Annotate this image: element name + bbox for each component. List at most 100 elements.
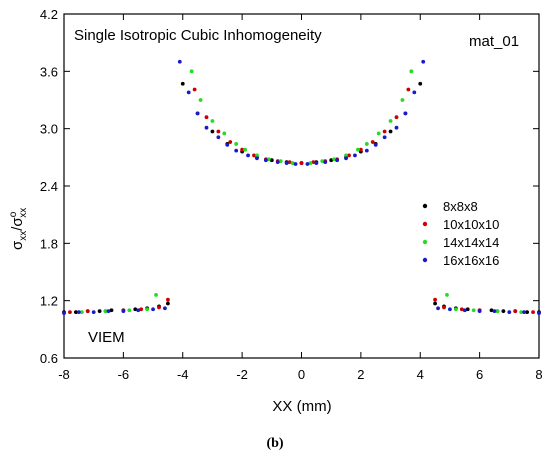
data-point (335, 158, 340, 163)
data-point (314, 161, 319, 165)
data-point (406, 87, 411, 92)
data-point (358, 147, 363, 152)
data-point (266, 157, 271, 162)
data-point (198, 98, 203, 102)
data-point (364, 148, 369, 153)
data-point (320, 159, 325, 164)
data-point (519, 310, 524, 315)
legend-marker (422, 203, 428, 209)
data-point (418, 81, 423, 86)
legend-marker (422, 257, 428, 263)
method-label: VIEM (88, 329, 125, 346)
legend-label: 10x10x10 (443, 217, 499, 232)
data-point (278, 159, 283, 164)
data-point (204, 115, 209, 120)
data-point (225, 143, 230, 147)
data-point (290, 161, 295, 165)
data-point (109, 308, 114, 313)
data-points (62, 59, 541, 315)
data-point (228, 140, 233, 144)
data-point (79, 310, 84, 315)
data-point (465, 307, 470, 312)
x-tick-label: 2 (357, 367, 364, 382)
data-point (136, 308, 141, 313)
legend: 8x8x8 10x10x10 14x14x14 16x16x16 (422, 199, 499, 268)
legend-label: 8x8x8 (443, 199, 478, 214)
data-point (222, 131, 227, 136)
data-point (269, 158, 274, 163)
data-point (210, 119, 215, 123)
y-tick-label: 4.2 (40, 7, 58, 22)
y-axis-title-sub2: xx (18, 208, 29, 218)
data-point (166, 301, 170, 306)
plot-frame (63, 13, 540, 359)
data-point (68, 310, 72, 315)
data-point (373, 143, 378, 147)
data-point (344, 156, 348, 161)
data-point (453, 307, 458, 312)
y-tick-label: 1.2 (40, 294, 58, 309)
data-point (388, 129, 393, 134)
data-point (308, 161, 313, 165)
y-axis-title: σxx/σoxx (8, 208, 29, 250)
series-14x14x14 (79, 69, 524, 315)
data-point (412, 90, 417, 95)
data-point (121, 309, 126, 314)
data-point (62, 311, 66, 315)
x-tick-label: -4 (177, 367, 189, 382)
data-point (329, 158, 334, 163)
x-tick-label: 4 (417, 367, 424, 382)
data-point (243, 147, 247, 152)
data-point (106, 309, 111, 314)
y-axis-title-slash: /σ (9, 217, 26, 231)
data-point (177, 59, 182, 64)
data-point (332, 157, 337, 162)
data-point (216, 129, 221, 134)
data-point (299, 161, 304, 165)
data-point (370, 140, 375, 144)
data-point (394, 125, 399, 130)
data-point (275, 160, 280, 165)
y-tick-label: 0.6 (40, 351, 58, 366)
data-point (139, 307, 144, 312)
axis-ticks: -8 -6 -4 -2 0 2 4 6 8 0.6 1.2 1.8 2.4 3.0 3.6 4.2 (40, 7, 543, 382)
data-point (186, 90, 191, 95)
data-point (287, 160, 292, 165)
material-label: mat_01 (469, 33, 519, 50)
data-point (531, 310, 535, 315)
data-point (133, 307, 138, 312)
x-tick-label: -6 (118, 367, 130, 382)
data-point (442, 305, 446, 310)
data-point (180, 81, 185, 86)
data-point (234, 142, 239, 146)
data-point (462, 308, 467, 313)
x-axis-title: XX (mm) (272, 398, 331, 415)
data-point (522, 310, 527, 315)
data-point (103, 309, 108, 314)
data-point (216, 135, 221, 140)
legend-label: 14x14x14 (443, 235, 499, 250)
data-point (477, 309, 482, 314)
data-point (376, 131, 381, 136)
data-point (388, 119, 393, 123)
x-tick-label: 8 (535, 367, 542, 382)
legend-marker (422, 239, 428, 245)
data-point (459, 307, 464, 312)
data-point (495, 309, 500, 314)
y-tick-label: 2.4 (40, 179, 58, 194)
data-point (311, 160, 316, 165)
data-point (145, 307, 150, 312)
data-point (157, 305, 161, 310)
data-point (85, 309, 90, 314)
data-point (513, 309, 518, 314)
series-16x16x16 (62, 59, 541, 315)
x-tick-label: -2 (236, 367, 248, 382)
data-point (189, 69, 194, 74)
data-point (204, 125, 209, 130)
data-point (195, 111, 200, 116)
data-point (344, 153, 348, 158)
data-point (255, 153, 259, 158)
data-point (433, 297, 437, 302)
data-point (347, 153, 351, 158)
data-point (525, 310, 530, 315)
